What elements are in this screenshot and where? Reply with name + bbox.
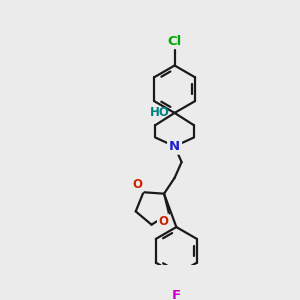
Text: O: O — [133, 178, 142, 191]
Text: O: O — [158, 214, 168, 228]
Text: Cl: Cl — [167, 35, 182, 48]
Text: N: N — [169, 140, 180, 153]
Text: HO: HO — [149, 106, 169, 118]
Text: F: F — [172, 289, 181, 300]
